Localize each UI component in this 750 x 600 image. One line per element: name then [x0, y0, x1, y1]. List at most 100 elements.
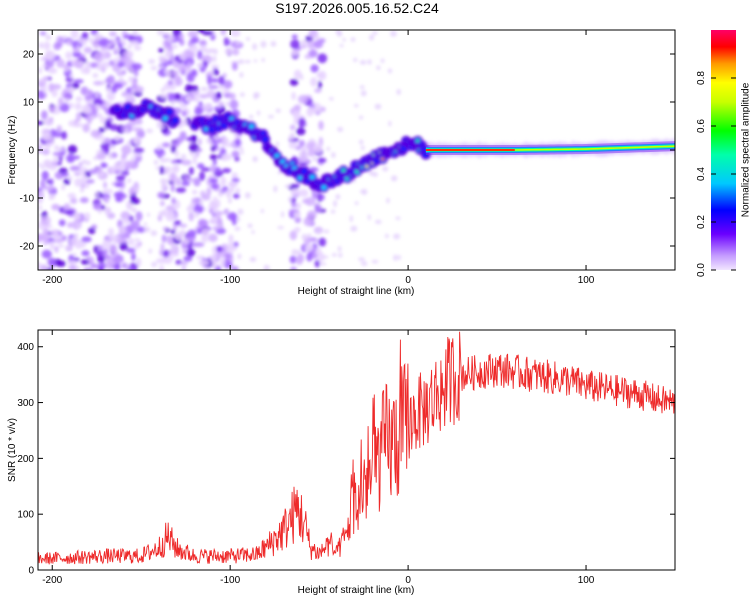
noise-blob	[82, 181, 90, 189]
noise-blob	[85, 179, 95, 184]
noise-blob	[223, 138, 230, 144]
noise-blob	[293, 69, 302, 80]
noise-blob	[201, 228, 210, 237]
noise-blob	[40, 264, 48, 270]
noise-blob	[127, 44, 132, 50]
noise-blob	[162, 249, 170, 258]
noise-blob	[181, 266, 187, 270]
noise-blob	[396, 89, 401, 96]
noise-blob	[61, 172, 70, 177]
noise-blob	[209, 199, 215, 207]
noise-blob	[157, 30, 165, 36]
noise-blob	[166, 72, 172, 78]
noise-blob	[300, 39, 308, 46]
noise-blob	[291, 202, 297, 208]
ridge-blob-hot	[163, 116, 168, 121]
noise-blob	[211, 207, 219, 213]
noise-blob	[199, 39, 207, 47]
noise-blob	[101, 205, 106, 210]
noise-blob	[209, 177, 219, 184]
noise-blob	[315, 204, 322, 213]
y-tick-label: -20	[20, 242, 35, 253]
noise-blob	[353, 58, 358, 62]
noise-blob	[173, 163, 180, 173]
noise-blob	[393, 233, 401, 240]
noise-blob	[51, 203, 60, 211]
noise-blob	[289, 230, 298, 241]
noise-blob	[221, 155, 227, 161]
noise-blob	[137, 241, 143, 246]
noise-blob	[114, 135, 121, 142]
noise-blob	[181, 159, 192, 166]
noise-blob	[198, 199, 204, 207]
noise-blob	[191, 197, 197, 204]
y-tick-label: 300	[17, 398, 34, 409]
noise-blob	[176, 177, 181, 187]
noise-blob	[81, 236, 92, 243]
noise-blob	[206, 74, 212, 85]
noise-blob	[100, 140, 107, 144]
noise-blob	[159, 200, 165, 207]
noise-blob	[289, 255, 297, 264]
noise-blob	[126, 140, 132, 146]
noise-blob	[263, 264, 270, 270]
noise-blob	[66, 154, 75, 163]
noise-blob	[113, 256, 124, 264]
noise-blob	[158, 210, 165, 217]
x-tick-label: -200	[42, 275, 62, 286]
noise-blob	[212, 55, 217, 63]
noise-blob	[40, 165, 45, 170]
noise-blob	[38, 205, 43, 211]
noise-blob	[106, 91, 116, 101]
noise-blob	[167, 33, 171, 37]
noise-blob	[183, 255, 193, 262]
ridge-blob-hot	[321, 185, 327, 190]
noise-blob	[67, 222, 73, 229]
noise-blob	[39, 44, 44, 49]
noise-blob	[38, 67, 43, 75]
noise-blob	[256, 110, 261, 116]
noise-blob	[54, 145, 60, 151]
noise-blob	[48, 195, 53, 200]
noise-blob	[183, 238, 190, 245]
noise-blob	[316, 252, 325, 262]
noise-blob	[108, 227, 115, 236]
noise-blob	[74, 102, 82, 111]
spectrogram-x-axis: -200 -100 0 100	[42, 30, 595, 286]
ridge-blob-mid	[171, 117, 179, 124]
colorbar-tick-label: 0.0	[696, 263, 707, 277]
noise-blob	[131, 207, 137, 213]
ridge-blob-hot	[249, 124, 254, 129]
noise-blob	[316, 72, 325, 78]
noise-blob	[384, 233, 389, 239]
noise-blob	[253, 92, 259, 100]
noise-blob	[209, 154, 218, 160]
noise-blob	[273, 185, 278, 193]
spectrogram-y-axis: -20 -10 0 10 20	[20, 50, 675, 253]
noise-blob	[135, 211, 143, 222]
noise-blob	[289, 124, 296, 131]
noise-blob	[226, 192, 232, 199]
noise-blob	[75, 96, 83, 102]
snr-line	[38, 331, 675, 565]
spectrogram-heatmap	[38, 30, 675, 270]
noise-blob	[293, 211, 299, 218]
noise-blob	[42, 242, 48, 246]
noise-blob	[191, 134, 198, 143]
noise-blob	[331, 152, 336, 158]
noise-blob	[372, 31, 378, 36]
noise-blob	[89, 115, 96, 120]
noise-blob	[172, 60, 180, 69]
colorbar-tick-label: 0.4	[696, 167, 707, 181]
noise-blob	[169, 36, 175, 41]
noise-blob	[161, 234, 167, 243]
noise-blob	[91, 224, 98, 230]
noise-blob	[38, 89, 42, 99]
noise-blob	[330, 209, 336, 214]
noise-blob	[390, 30, 397, 37]
noise-blob	[73, 79, 84, 84]
noise-blob	[164, 166, 171, 174]
noise-blob	[40, 110, 48, 120]
noise-blob	[337, 126, 344, 132]
